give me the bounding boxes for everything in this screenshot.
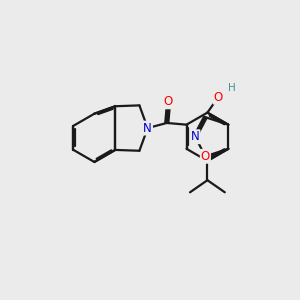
Text: N: N bbox=[191, 130, 200, 143]
Text: H: H bbox=[228, 83, 236, 93]
Text: O: O bbox=[201, 150, 210, 163]
Text: N: N bbox=[143, 122, 152, 135]
Text: O: O bbox=[214, 91, 223, 104]
Text: O: O bbox=[164, 95, 173, 108]
